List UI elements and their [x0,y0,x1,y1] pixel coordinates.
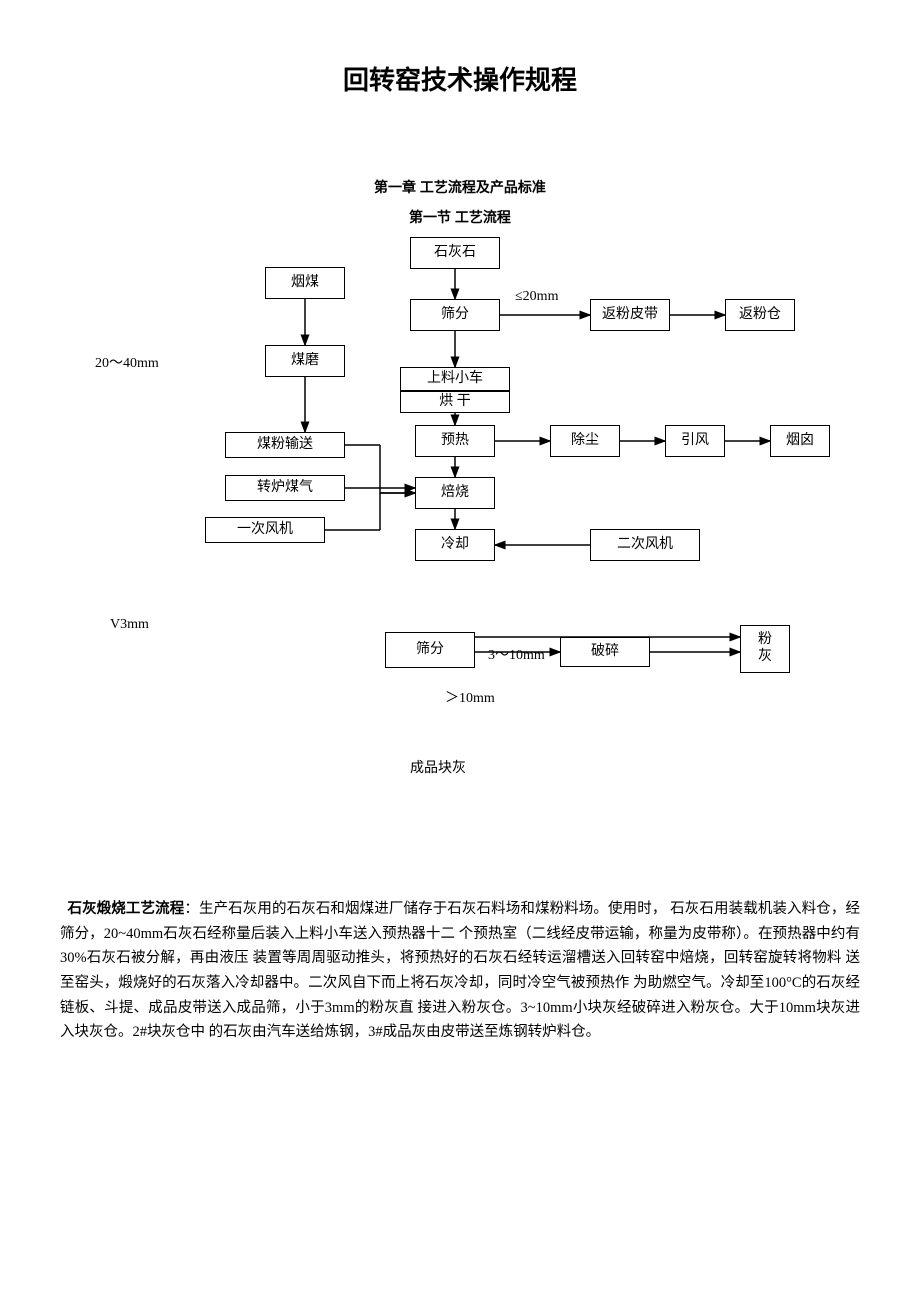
paragraph-lead: 石灰煅烧工艺流程 [67,901,184,917]
node-cart: 上料小车 [400,367,510,391]
node-chimney: 烟囟 [770,425,830,457]
node-gas: 转炉煤气 [225,475,345,501]
label-r310: 3～10mm [488,644,545,664]
chapter-heading: 第一章 工艺流程及产品标准 [60,177,860,197]
node-sieve2: 筛分 [385,632,475,668]
node-coal: 烟煤 [265,267,345,299]
flowchart: 石灰石筛分 返粉皮带 返粉仓 烟煤煤磨上料小车烘 干预热 除尘 引风 烟囟 煤粉输送转炉煤气一… [60,237,860,857]
node-limestone: 石灰石 [410,237,500,269]
node-preheat: 预热 [415,425,495,457]
node-dry: 烘 干 [400,391,510,413]
description-paragraph: 石灰煅烧工艺流程：生产石灰用的石灰石和烟煤进厂储存于石灰石料场和煤粉料场。使用时… [60,897,860,1045]
node-ash: 粉 灰 [740,625,790,673]
node-fan_induce: 引风 [665,425,725,457]
node-fan_second: 二次风机 [590,529,700,561]
node-return_bin: 返粉仓 [725,299,795,331]
page-title: 回转窑技术操作规程 [60,60,860,97]
node-dust: 除尘 [550,425,620,457]
label-gt10: ＞10mm [445,687,495,707]
node-coal_mill: 煤磨 [265,345,345,377]
node-fan_primary: 一次风机 [205,517,325,543]
label-final: 成品块灰 [410,757,466,777]
paragraph-body: ：生产石灰用的石灰石和烟煤进厂储存于石灰石料场和煤粉料场。使用时， 石灰石用装载… [60,901,860,1040]
node-return_belt: 返粉皮带 [590,299,670,331]
section-heading: 第一节 工艺流程 [60,207,860,227]
node-cool: 冷却 [415,529,495,561]
label-le20: ≤20mm [515,289,558,305]
node-roast: 焙烧 [415,477,495,509]
node-sieve1: 筛分 [410,299,500,331]
label-v3mm: V3mm [110,617,149,633]
node-crush: 破碎 [560,637,650,667]
node-coal_feed: 煤粉输送 [225,432,345,458]
label-r2040: 20～40mm [95,352,159,372]
